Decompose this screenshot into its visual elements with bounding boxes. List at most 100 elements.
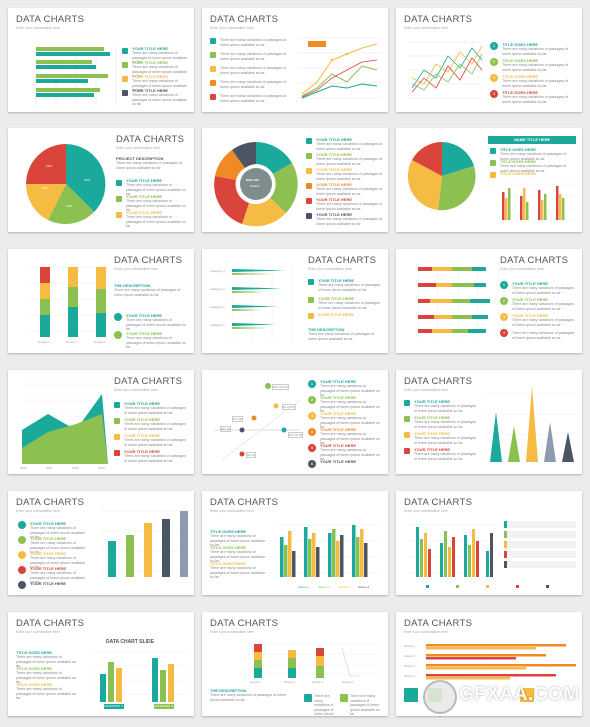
legend-item: Series 2 — [318, 585, 330, 589]
item-text: There are many variations of passages of… — [512, 331, 575, 340]
slide-subtitle: Enter your subheadline here — [308, 267, 352, 271]
item-title: YOUR TITLE HERE — [126, 178, 163, 183]
slide-thumbnail-15[interactable]: DATA CHARTS Enter your subheadline here — [396, 491, 582, 595]
item-title: YOUR TITLE HERE — [318, 278, 355, 283]
item-text: There are many variations of passages of… — [316, 217, 383, 226]
item-title: YOUR TITLE HERE — [414, 399, 451, 404]
item-title: YOUR TITLE HERE — [126, 331, 163, 336]
slide-thumbnail-9[interactable]: DATA CHARTS Enter your subheadline here … — [396, 249, 582, 353]
description-title: PROJECT DESCRIPTION — [116, 156, 164, 161]
item-text: There are many variations of passages of… — [320, 400, 380, 413]
slide-thumbnail-8[interactable]: Category 4 Category 3 Category 2 Categor… — [202, 249, 388, 353]
item-text: There are many variations of passages of… — [320, 448, 380, 461]
slide-thumbnail-12[interactable]: DATA CHARTS Enter your subheadline here … — [396, 370, 582, 474]
item-title: TITLE GOES HERE — [500, 147, 537, 152]
item-text: There are many variations of passages of… — [30, 541, 86, 554]
slide-thumbnail-14[interactable]: DATA CHARTS Enter your subheadline here … — [202, 491, 388, 595]
item-title: YOUR TITLE HERE — [318, 296, 355, 301]
slide-thumbnail-11[interactable]: $38,000,00 $1,25,00 $13,00 $15,32,00 $25… — [202, 370, 388, 474]
slide-thumbnail-4[interactable]: 40% 15% 10% 15% DATA CHARTS Enter your s… — [8, 128, 194, 232]
slide-thumbnail-1[interactable]: DATA CHARTS Enter your subheadline here … — [8, 8, 194, 112]
chart-icon — [210, 38, 216, 44]
number-badge: 2 — [308, 396, 316, 404]
item-title: YOUR TITLE HERE — [126, 210, 163, 215]
slide-thumbnail-13[interactable]: DATA CHARTS Enter your subheadline here … — [8, 491, 194, 595]
group-label: Group 2 — [284, 680, 295, 684]
horizontal-bar-chart — [35, 46, 117, 106]
mail-icon — [306, 168, 312, 174]
slide-thumbnail-10[interactable]: 2010 2011 2012 2013 DATA CHARTS Enter yo… — [8, 370, 194, 474]
item-title: YOUR TITLE HERE — [316, 212, 353, 217]
slide-title: DATA CHARTS — [308, 255, 377, 266]
legend-item: Series 1 — [298, 585, 310, 589]
item-title: YOUR TITLE HERE — [414, 431, 451, 436]
panel-title: NAME TITLE HERE — [514, 137, 551, 142]
mail-icon — [210, 66, 216, 72]
item-text: There are many variations of passages of… — [320, 384, 380, 397]
slide-title: DATA CHARTS — [500, 255, 569, 266]
item-text: There are many variations of passages of… — [30, 556, 86, 569]
slide-thumbnail-18[interactable]: DATA CHARTS Enter your subheadline here … — [396, 612, 582, 716]
item-title: YOUR TITLE HERE — [124, 417, 161, 422]
grouped-bar-chart — [274, 524, 382, 577]
item-text: There are many variations of passages of… — [124, 422, 187, 431]
check-icon — [114, 418, 120, 424]
item-text: There are many variations of passages of… — [132, 93, 188, 106]
horizontal-bar-chart — [231, 263, 293, 341]
group-label: Group 2 — [66, 340, 77, 344]
slide-thumbnail-17[interactable]: DATA CHARTS Enter your subheadline here … — [202, 612, 388, 716]
item-title: YOUR TITLE HERE — [316, 182, 353, 187]
watermark-text: GFXAA.COM — [459, 684, 580, 705]
item-title: YOUR TITLE HERE — [414, 447, 451, 452]
item-text: There are many variations of passages of… — [502, 47, 569, 56]
slide-subtitle: Enter your subheadline here — [404, 26, 448, 30]
slide-thumbnail-2[interactable]: DATA CHARTS Enter your subheadline here … — [202, 8, 388, 112]
item-title: TITLE GOES HERE — [502, 74, 539, 79]
description-text: There are many variations of passages of… — [210, 693, 287, 702]
group-label: Group 1 — [404, 644, 415, 648]
slide-subtitle: Enter your subheadline here — [16, 26, 60, 30]
item-title: YOUR TITLE HERE — [30, 536, 67, 541]
check-icon — [490, 148, 496, 154]
data-label: $13,00 — [232, 416, 244, 422]
user-icon — [210, 80, 216, 86]
item-text: There are many variations of passages of… — [30, 571, 86, 584]
item-text: There are many variations of passages of… — [318, 301, 381, 310]
group-label: Group 1 — [38, 340, 49, 344]
item-text: There are many variations of passages of… — [320, 416, 380, 429]
item-text: There are many variations of passages of… — [210, 566, 266, 579]
item-title: YOUR TITLE HERE — [414, 415, 451, 420]
slide-thumbnail-3[interactable]: DATA CHARTS Enter your subheadline here … — [396, 8, 582, 112]
slide-subtitle: Enter your subheadline here — [16, 630, 60, 634]
item-title: YOUR TITLE HERE — [318, 312, 355, 317]
slide-title: DATA CHARTS — [210, 497, 279, 508]
item-title: YOUR TITLE HERE — [132, 88, 169, 93]
slide-title: DATA CHARTS — [16, 497, 85, 508]
data-label: $8,00 — [246, 452, 256, 458]
number-badge: 1 — [500, 281, 508, 289]
folder-icon — [116, 212, 122, 218]
mail-icon — [404, 432, 410, 438]
calendar-icon — [18, 581, 26, 589]
category-label: Category 2 — [210, 305, 225, 309]
chart-title: DATA CHART SLIDE — [106, 639, 154, 645]
pie-label: 40% — [84, 178, 91, 182]
user-icon — [18, 536, 26, 544]
item-text: There are many variations of passages of… — [350, 694, 380, 716]
item-title: YOUR TITLE HERE — [316, 137, 353, 142]
donut-chart — [214, 142, 298, 227]
slide-subtitle: Enter your subheadline here — [114, 267, 158, 271]
calendar-icon — [306, 213, 312, 219]
category-label: CATEGORY 1 — [104, 704, 124, 708]
data-label: $15,32,00 — [288, 432, 304, 438]
item-text: There are many variations of passages of… — [414, 420, 477, 429]
slide-thumbnail-5[interactable]: Multi title Data% YOUR TITLE HERE There … — [202, 128, 388, 232]
slide-thumbnail-7[interactable]: Group 1 Group 2 Group 3 DATA CHARTS Ente… — [8, 249, 194, 353]
item-text: There are many variations of passages of… — [210, 534, 266, 547]
stacked-bar-chart — [417, 261, 499, 339]
item-title: YOUR TITLE HERE — [320, 395, 357, 400]
slide-thumbnail-16[interactable]: DATA CHARTS Enter your subheadline here … — [8, 612, 194, 716]
calendar-icon — [210, 94, 216, 100]
pie-label: 15% — [66, 204, 73, 208]
slide-thumbnail-6[interactable]: NAME TITLE HERE TITLE GOES HERE There ar… — [396, 128, 582, 232]
